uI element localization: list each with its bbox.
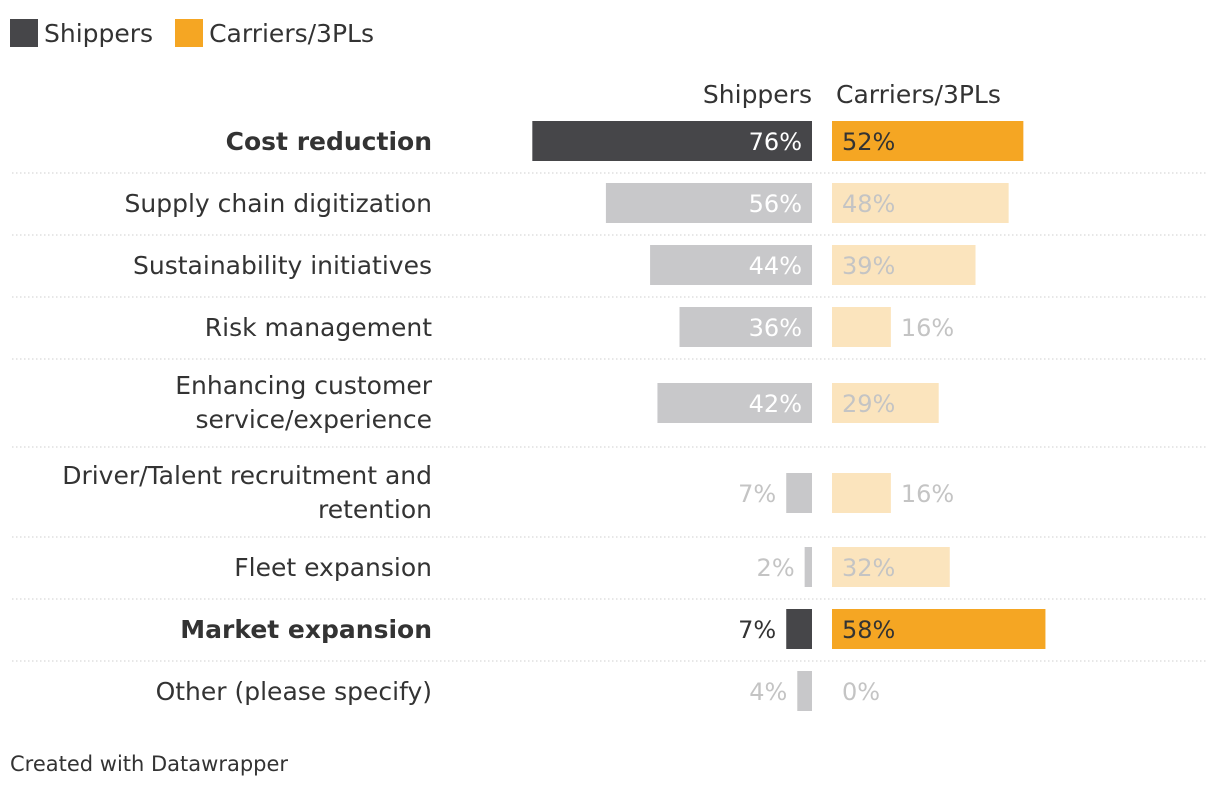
legend-swatch-shippers [10,19,38,47]
legend-swatch-carriers [175,19,204,47]
legend-label-carriers: Carriers/3PLs [209,18,374,48]
value-label-shippers-cost-reduction: 76% [749,128,802,156]
value-label-shippers-driver-talent-recruitment-and-retention: 7% [738,480,776,508]
bar-shippers-sustainability-initiatives [650,245,812,285]
value-label-shippers-risk-management: 36% [749,314,802,342]
category-label-other-please-specify: Other (please specify) [156,677,432,706]
column-header-carriers: Carriers/3PLs [836,80,1001,109]
bar-chart: Shippers Carriers/3PLs Cost reduction 76% 52… [12,80,1208,711]
value-label-carriers-enhancing-customer-service-experience: 29% [842,390,895,418]
credit-text: Created with Datawrapper [10,752,289,776]
bar-carriers-enhancing-customer-service-experience [832,383,939,423]
bar-carriers-driver-talent-recruitment-and-retention [832,473,891,513]
bar-shippers-risk-management [679,307,812,347]
value-label-shippers-other-please-specify: 4% [749,678,787,706]
legend-item-shippers: Shippers [10,19,153,48]
bar-carriers-sustainability-initiatives [832,245,976,285]
category-label-fleet-expansion: Fleet expansion [234,553,432,582]
bar-shippers-fleet-expansion [804,547,812,587]
column-header-shippers: Shippers [703,80,812,109]
bar-carriers-cost-reduction [832,121,1024,161]
value-label-shippers-fleet-expansion: 2% [757,554,795,582]
legend-item-carriers: Carriers/3PLs [175,19,374,48]
bar-carriers-fleet-expansion [832,547,950,587]
category-label-market-expansion: Market expansion [180,615,432,644]
bar-shippers-other-please-specify [797,671,812,711]
category-label-risk-management: Risk management [205,313,432,342]
category-label-supply-chain-digitization: Supply chain digitization [125,189,433,218]
value-label-carriers-sustainability-initiatives: 39% [842,252,895,280]
bar-shippers-driver-talent-recruitment-and-retention [786,473,812,513]
legend: Shippers Carriers/3PLs [10,16,374,50]
bar-shippers-supply-chain-digitization [605,183,812,223]
value-label-shippers-sustainability-initiatives: 44% [749,252,802,280]
value-label-carriers-cost-reduction: 52% [842,128,895,156]
legend-label-shippers: Shippers [44,18,154,48]
bar-shippers-cost-reduction [532,121,812,161]
value-label-carriers-other-please-specify: 0% [842,678,880,706]
value-label-shippers-enhancing-customer-service-experience: 42% [749,390,802,418]
category-label-cost-reduction: Cost reduction [226,127,432,156]
bar-carriers-risk-management [832,307,891,347]
value-label-shippers-supply-chain-digitization: 56% [749,190,802,218]
bar-carriers-supply-chain-digitization [832,183,1009,223]
value-label-shippers-market-expansion: 7% [738,616,776,644]
bar-carriers-market-expansion [832,609,1046,649]
value-label-carriers-fleet-expansion: 32% [842,554,895,582]
value-label-carriers-market-expansion: 58% [842,616,895,644]
category-label-driver-talent-recruitment-and-retention: Driver/Talent recruitment and retention [62,461,432,524]
category-label-sustainability-initiatives: Sustainability initiatives [133,251,432,280]
value-label-carriers-supply-chain-digitization: 48% [842,190,895,218]
value-label-carriers-driver-talent-recruitment-and-retention: 16% [901,480,954,508]
bar-shippers-market-expansion [786,609,812,649]
bar-shippers-enhancing-customer-service-experience [657,383,812,423]
category-label-enhancing-customer-service-experience: Enhancing customer service/experience [175,371,432,434]
value-label-carriers-risk-management: 16% [901,314,954,342]
